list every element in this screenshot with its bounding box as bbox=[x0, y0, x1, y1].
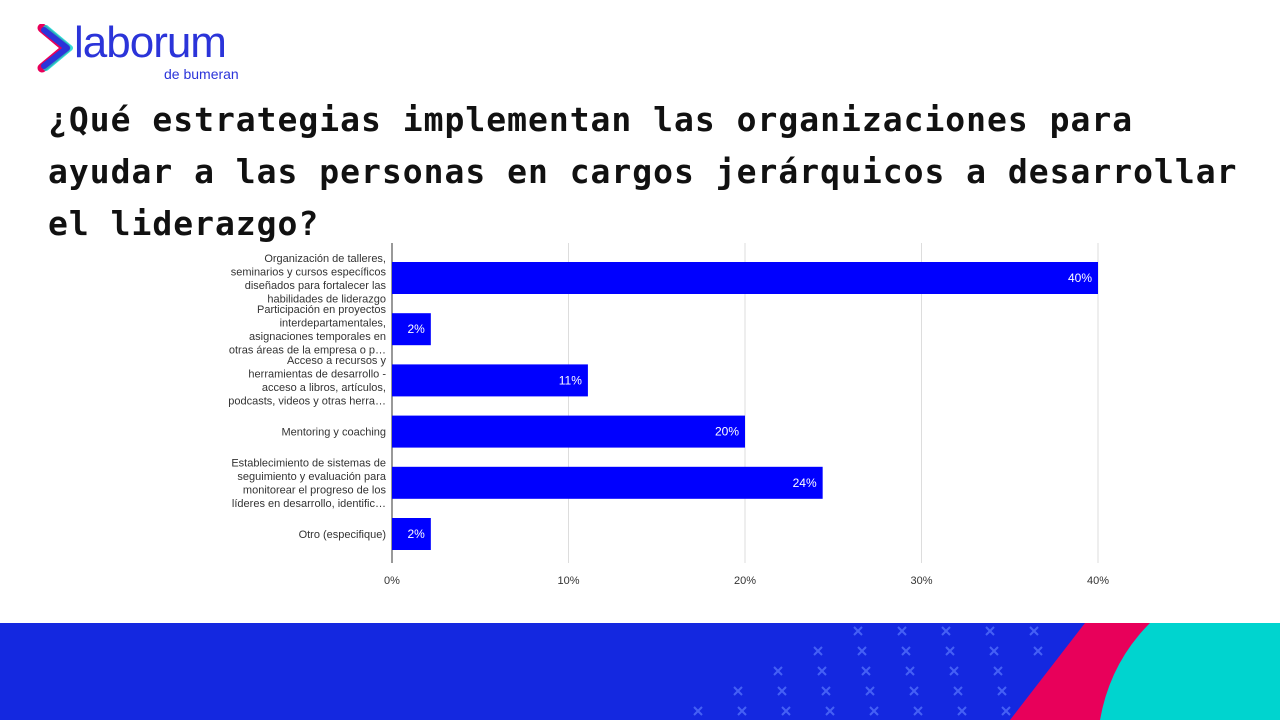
data-label: 20% bbox=[715, 425, 739, 439]
category-label: diseñados para fortalecer las bbox=[245, 280, 387, 292]
x-pattern-mark bbox=[953, 686, 963, 696]
x-tick-label: 20% bbox=[734, 575, 756, 587]
x-pattern-mark bbox=[957, 706, 967, 716]
x-pattern-mark bbox=[945, 646, 955, 656]
category-label: Participación en proyectos bbox=[257, 304, 387, 316]
x-pattern-mark bbox=[773, 666, 783, 676]
category-label: podcasts, videos y otras herra… bbox=[228, 396, 386, 408]
x-pattern-mark bbox=[905, 666, 915, 676]
category-label: herramientas de desarrollo - bbox=[248, 369, 386, 381]
data-label: 2% bbox=[407, 322, 425, 336]
page-title: ¿Qué estrategias implementan las organiz… bbox=[48, 100, 1238, 243]
logo-chevron-icon bbox=[37, 24, 73, 73]
x-pattern-mark bbox=[913, 706, 923, 716]
category-label: otras áreas de la empresa o p… bbox=[229, 344, 386, 356]
x-pattern-mark bbox=[993, 666, 1003, 676]
bar bbox=[392, 518, 431, 550]
x-pattern-mark bbox=[869, 706, 879, 716]
bar bbox=[392, 466, 823, 499]
x-pattern-mark bbox=[733, 686, 743, 696]
x-pattern-mark bbox=[813, 646, 823, 656]
category-label: Mentoring y coaching bbox=[281, 427, 386, 439]
x-pattern-mark bbox=[777, 686, 787, 696]
bar-chart: 0% 10% 20% 30% 40% 40% Organización de tallere… bbox=[228, 243, 1109, 587]
category-label: Establecimiento de sistemas de bbox=[231, 458, 386, 470]
bar bbox=[392, 262, 1098, 294]
category-label: líderes en desarrollo, identific… bbox=[232, 498, 386, 510]
x-pattern-mark bbox=[861, 666, 871, 676]
x-pattern-mark bbox=[1033, 646, 1043, 656]
data-label: 2% bbox=[407, 527, 425, 541]
category-label: monitorear el progreso de los bbox=[243, 485, 387, 497]
category-label: seminarios y cursos específicos bbox=[231, 266, 387, 278]
x-pattern-mark bbox=[985, 626, 995, 636]
x-tick-label: 40% bbox=[1087, 575, 1109, 587]
category-label: seguimiento y evaluación para bbox=[237, 471, 386, 483]
category-label: Otro (especifique) bbox=[299, 529, 386, 541]
x-pattern-mark bbox=[853, 626, 863, 636]
x-pattern-mark bbox=[941, 626, 951, 636]
category-label: interdepartamentales, bbox=[280, 317, 386, 329]
x-tick-label: 30% bbox=[910, 575, 932, 587]
bar bbox=[392, 364, 588, 397]
category-label: Acceso a recursos y bbox=[287, 355, 387, 367]
x-pattern-mark bbox=[817, 666, 827, 676]
logo-wordmark: laborum bbox=[74, 18, 227, 67]
category-label: Organización de talleres, bbox=[264, 253, 386, 265]
x-pattern-mark bbox=[825, 706, 835, 716]
data-label: 40% bbox=[1068, 271, 1092, 285]
category-label: acceso a libros, artículos, bbox=[262, 382, 386, 394]
x-pattern-mark bbox=[821, 686, 831, 696]
x-pattern-mark bbox=[949, 666, 959, 676]
data-label: 24% bbox=[793, 476, 817, 490]
x-pattern-mark bbox=[865, 686, 875, 696]
logo-subtitle: de bumeran bbox=[164, 66, 239, 82]
data-label: 11% bbox=[559, 373, 582, 387]
footer-decoration bbox=[0, 623, 1280, 720]
x-pattern-mark bbox=[857, 646, 867, 656]
bar bbox=[392, 415, 745, 448]
category-label: asignaciones temporales en bbox=[249, 331, 386, 343]
bar bbox=[392, 313, 431, 346]
x-pattern-mark bbox=[989, 646, 999, 656]
x-pattern-mark bbox=[1029, 626, 1039, 636]
x-tick-label: 0% bbox=[384, 575, 400, 587]
x-pattern-mark bbox=[1001, 706, 1011, 716]
x-pattern-mark bbox=[901, 646, 911, 656]
x-pattern-mark bbox=[909, 686, 919, 696]
x-pattern-mark bbox=[693, 706, 703, 716]
laborum-logo: laborum de bumeran bbox=[36, 18, 266, 86]
x-pattern-mark bbox=[737, 706, 747, 716]
category-label: habilidades de liderazgo bbox=[267, 293, 386, 305]
x-tick-label: 10% bbox=[557, 575, 579, 587]
x-pattern-mark bbox=[897, 626, 907, 636]
x-pattern-mark bbox=[781, 706, 791, 716]
x-pattern-mark bbox=[997, 686, 1007, 696]
